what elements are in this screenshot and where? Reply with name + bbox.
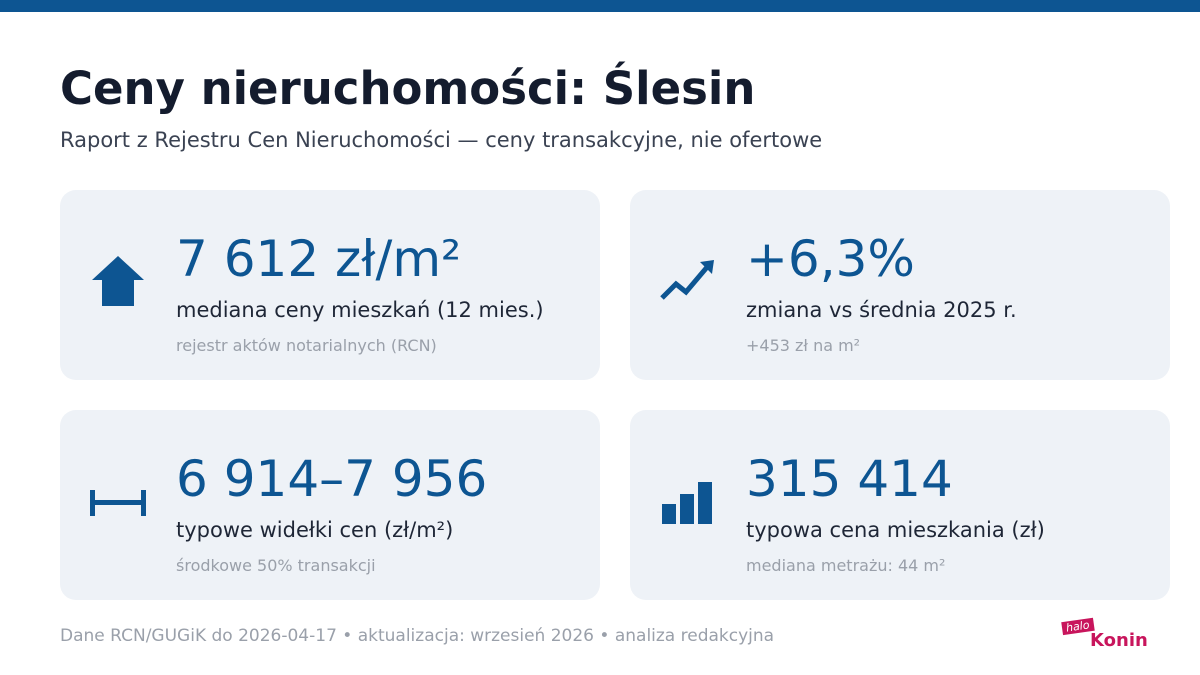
stat-note: +453 zł na m² [746,336,861,355]
stat-card: 315 414 typowa cena mieszkania (zł) medi… [630,410,1170,600]
stat-value: 6 914–7 956 [176,450,488,508]
title: Ceny nieruchomości: Ślesin [60,62,756,115]
stat-card: 7 612 zł/m² mediana ceny mieszkań (12 mi… [60,190,600,380]
stat-label: typowa cena mieszkania (zł) [746,518,1045,542]
bars-icon [662,482,712,524]
stat-card: 6 914–7 956 typowe widełki cen (zł/m²) ś… [60,410,600,600]
logo-big: Konin [1090,630,1148,651]
stat-note: środkowe 50% transakcji [176,556,376,575]
trend-icon [660,260,714,300]
stat-value: 315 414 [746,450,953,508]
stat-label: typowe widełki cen (zł/m²) [176,518,454,542]
stat-label: zmiana vs średnia 2025 r. [746,298,1017,322]
stat-label: mediana ceny mieszkań (12 mies.) [176,298,544,322]
stat-value: +6,3% [746,230,915,288]
logo: halo Konin [1058,617,1148,654]
stat-card: +6,3% zmiana vs średnia 2025 r. +453 zł … [630,190,1170,380]
stat-value: 7 612 zł/m² [176,230,462,288]
stat-note: rejestr aktów notarialnych (RCN) [176,336,437,355]
stat-note: mediana metrażu: 44 m² [746,556,946,575]
top-bar [0,0,1200,12]
subtitle: Raport z Rejestru Cen Nieruchomości — ce… [60,128,823,152]
range-icon [90,490,146,516]
footer: Dane RCN/GUGiK do 2026-04-17 • aktualiza… [60,626,775,646]
house-icon [92,256,144,306]
